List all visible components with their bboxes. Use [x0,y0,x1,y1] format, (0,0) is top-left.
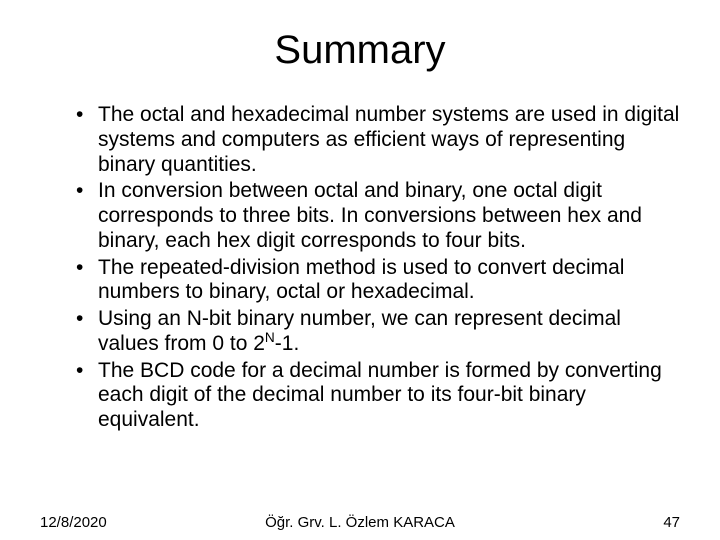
bullet-list: The octal and hexadecimal number systems… [40,103,680,433]
slide-title: Summary [40,28,680,73]
bullet-item: The octal and hexadecimal number systems… [76,103,680,177]
bullet-item: Using an N-bit binary number, we can rep… [76,307,680,357]
footer-author: Öğr. Grv. L. Özlem KARACA [0,514,720,531]
bullet-item: The BCD code for a decimal number is for… [76,359,680,433]
footer-page-number: 47 [663,514,680,531]
bullet-text: Using an N-bit binary number, we can rep… [98,307,621,355]
bullet-text-tail: -1. [275,332,300,355]
superscript: N [265,330,275,345]
bullet-item: The repeated-division method is used to … [76,256,680,306]
bullet-item: In conversion between octal and binary, … [76,179,680,253]
slide: Summary The octal and hexadecimal number… [0,0,720,540]
